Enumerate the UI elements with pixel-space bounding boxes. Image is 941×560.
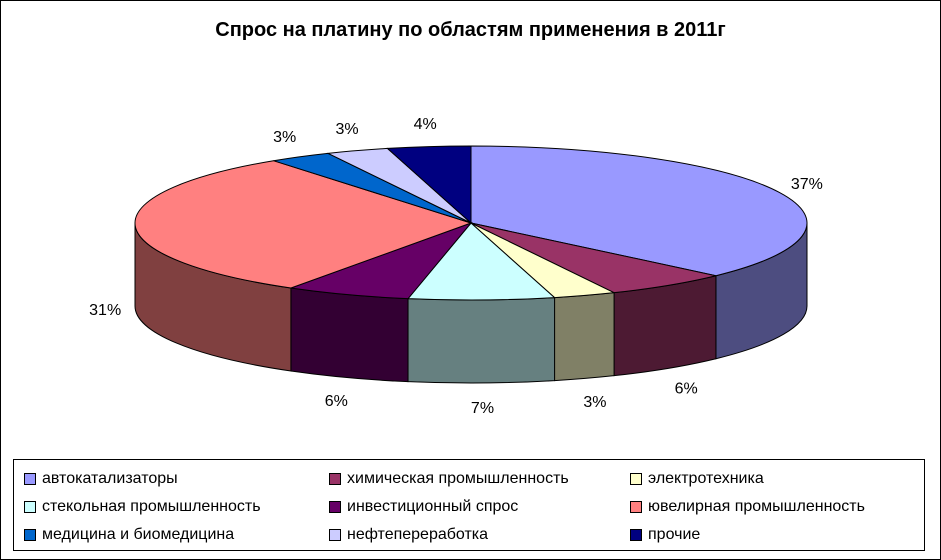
legend-item: прочие [630, 524, 700, 546]
pie-slice-4 [290, 221, 473, 300]
legend-swatch [24, 501, 36, 513]
pie-slice-1 [470, 222, 717, 294]
legend-swatch [24, 473, 36, 485]
legend-label: прочие [648, 526, 701, 543]
legend-item: химическая промышленность [329, 468, 569, 490]
pie-label-6: 3% [273, 129, 296, 146]
pie-label-1: 6% [675, 381, 698, 398]
pie-side-2 [554, 292, 615, 382]
pie-slice-8 [386, 145, 472, 225]
pie-slice-3 [407, 222, 556, 301]
legend-label: медицина и биомедицина [42, 526, 235, 543]
legend-label: химическая промышленность [347, 470, 569, 487]
pie-slice-0 [470, 145, 808, 277]
legend-label: инвестиционный спрос [347, 498, 519, 515]
legend-swatch [329, 501, 341, 513]
legend-label: стекольная промышленность [42, 498, 261, 515]
legend-label: автокатализаторы [42, 470, 178, 487]
pie-label-2: 3% [583, 394, 606, 411]
pie-label-3: 7% [471, 400, 494, 417]
legend-swatch [329, 473, 341, 485]
legend-item: инвестиционный спрос [329, 496, 518, 518]
pie-label-4: 6% [325, 393, 348, 410]
pie-side-4 [290, 287, 409, 383]
legend-label: нефтепереработка [347, 526, 489, 543]
pie-slice-5 [134, 160, 473, 289]
legend-label: электротехника [648, 470, 764, 487]
pie-label-7: 3% [335, 121, 358, 138]
legend-swatch [630, 529, 642, 541]
legend-item: медицина и биомедицина [24, 524, 234, 546]
legend-label: ювелирная промышленность [648, 498, 865, 515]
legend-swatch [329, 529, 341, 541]
pie-label-8: 4% [414, 116, 437, 133]
legend-swatch [24, 529, 36, 541]
pie-chart: 37% 6% 3% 7% 6% 31% 3% 3% 4% [89, 116, 823, 417]
legend: автокатализаторы химическая промышленност… [13, 459, 925, 551]
legend-item: автокатализаторы [24, 468, 178, 490]
pie-label-5: 31% [89, 302, 121, 319]
legend-item: электротехника [630, 468, 764, 490]
legend-swatch [630, 473, 642, 485]
legend-item: нефтепереработка [329, 524, 488, 546]
legend-item: ювелирная промышленность [630, 496, 865, 518]
pie-side-3 [407, 297, 556, 384]
legend-item: стекольная промышленность [24, 496, 261, 518]
legend-swatch [630, 501, 642, 513]
pie-label-0: 37% [791, 176, 823, 193]
chart-title: Спрос на платину по областям применения … [215, 19, 726, 41]
